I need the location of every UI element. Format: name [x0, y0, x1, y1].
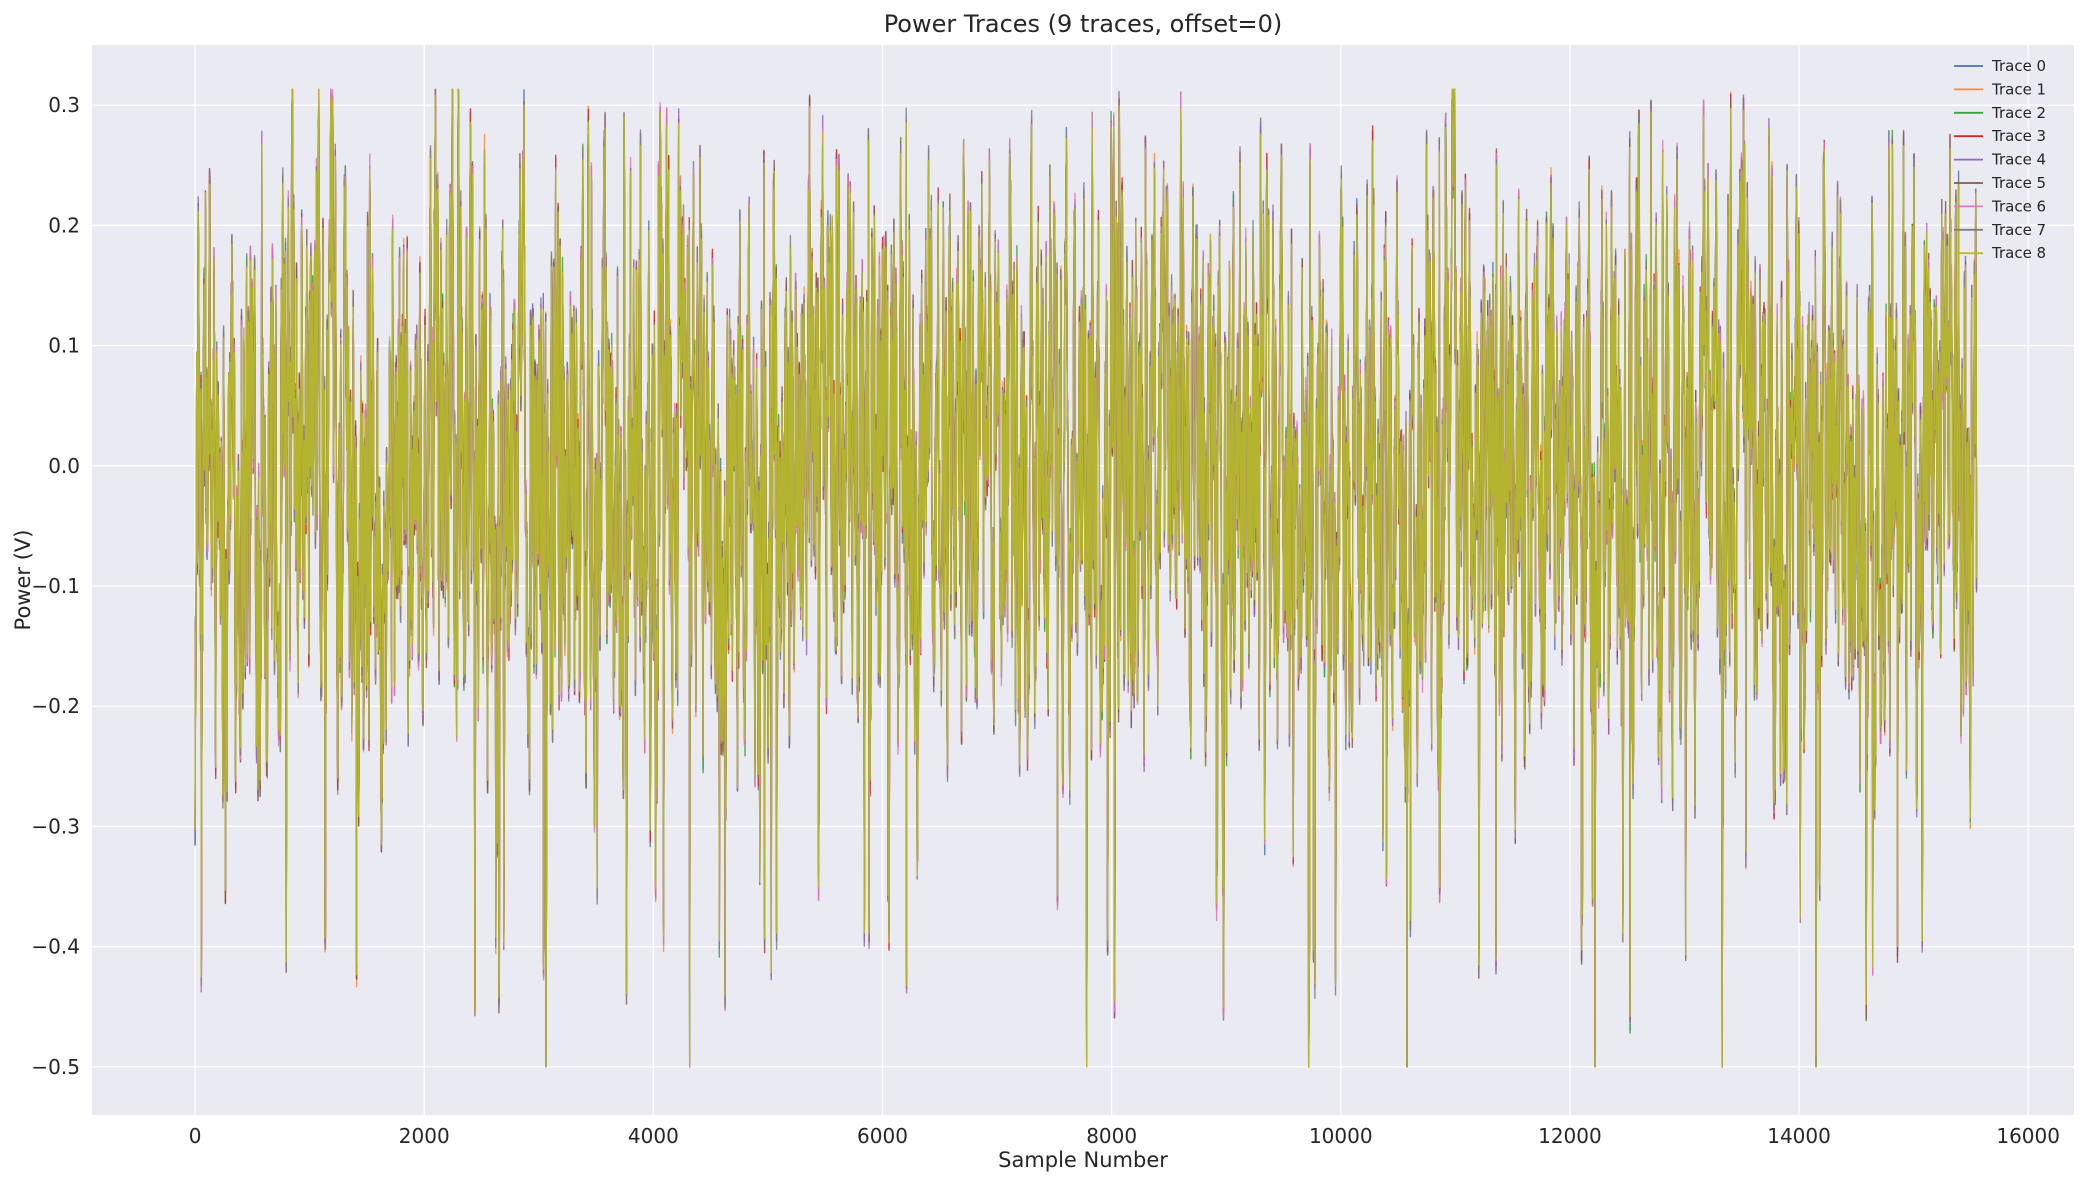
y-tick-label: 0.1	[48, 334, 80, 358]
legend-label: Trace 0	[1991, 57, 2046, 75]
legend-label: Trace 6	[1991, 197, 2046, 215]
y-axis-ticks: 0.3 0.2 0.1 0.0 −0.1 −0.2 −0.3 −0.4 −0.5	[31, 93, 80, 1079]
y-axis-label: Power (V)	[11, 530, 35, 631]
y-tick-label: 0.0	[48, 454, 80, 478]
y-tick-label: −0.4	[31, 935, 80, 959]
y-tick-label: −0.2	[31, 694, 80, 718]
x-axis-label: Sample Number	[998, 1148, 1168, 1172]
legend: Trace 0 Trace 1 Trace 2 Trace 3 Trace 4 Trace…	[1954, 57, 2046, 262]
legend-label: Trace 1	[1991, 80, 2046, 98]
x-tick-label: 0	[189, 1124, 202, 1148]
y-tick-label: 0.3	[48, 93, 80, 117]
y-tick-label: −0.1	[31, 574, 80, 598]
y-tick-label: −0.3	[31, 814, 80, 838]
x-tick-label: 4000	[628, 1124, 679, 1148]
x-tick-label: 12000	[1538, 1124, 1602, 1148]
legend-label: Trace 8	[1991, 244, 2046, 262]
trace-lines	[194, 88, 1978, 1068]
x-tick-label: 16000	[1996, 1124, 2060, 1148]
trace-line-8	[194, 88, 1978, 1068]
legend-label: Trace 5	[1991, 174, 2046, 192]
chart-title: Power Traces (9 traces, offset=0)	[884, 10, 1283, 38]
legend-label: Trace 2	[1991, 104, 2046, 122]
legend-label: Trace 3	[1991, 127, 2046, 145]
y-tick-label: −0.5	[31, 1055, 80, 1079]
x-tick-label: 14000	[1767, 1124, 1831, 1148]
legend-label: Trace 7	[1991, 221, 2046, 239]
x-tick-label: 6000	[857, 1124, 908, 1148]
x-tick-label: 8000	[1086, 1124, 1137, 1148]
x-axis-ticks: 0 2000 4000 6000 8000 10000 12000 14000 16000	[189, 1124, 2060, 1148]
x-tick-label: 10000	[1309, 1124, 1373, 1148]
legend-label: Trace 4	[1991, 151, 2046, 169]
y-tick-label: 0.2	[48, 213, 80, 237]
x-tick-label: 2000	[399, 1124, 450, 1148]
